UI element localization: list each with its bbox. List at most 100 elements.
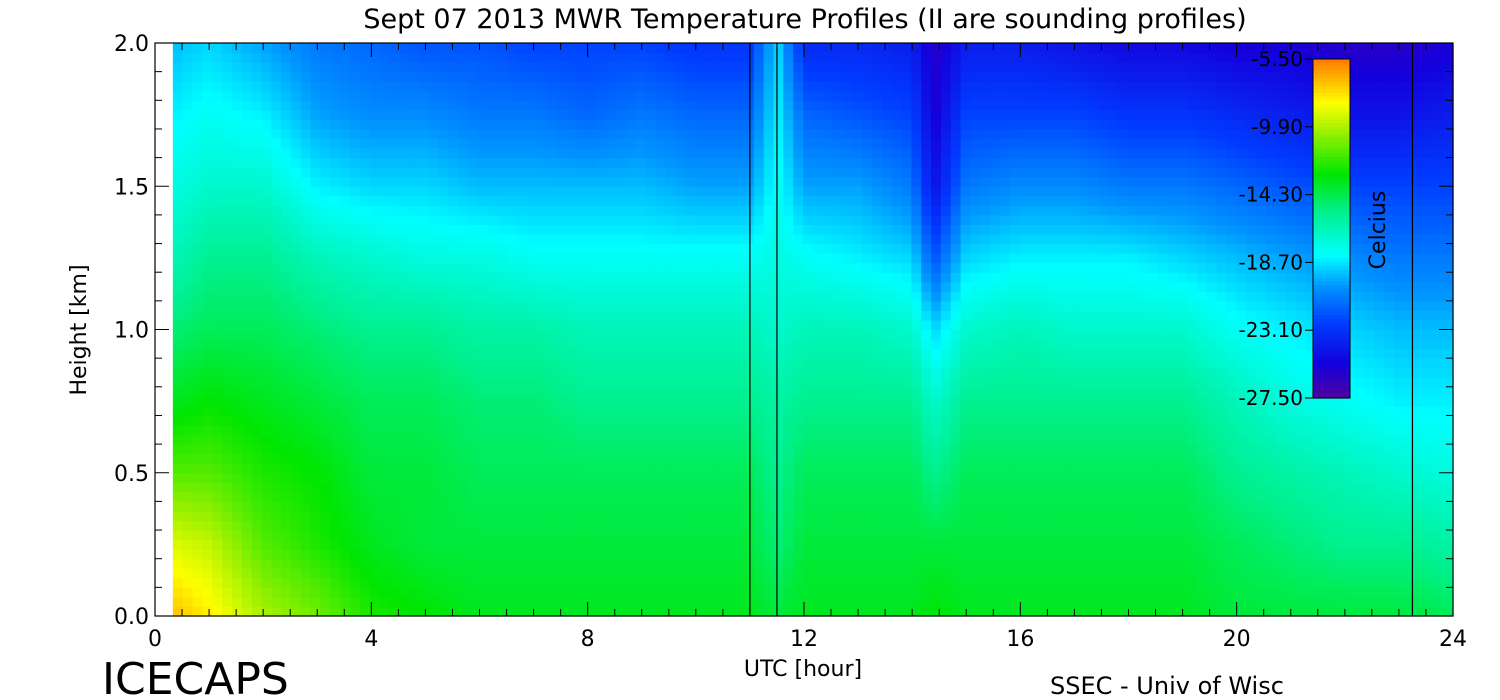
heatmap-cell: [753, 272, 765, 283]
heatmap-cell: [172, 348, 184, 359]
heatmap-cell: [202, 415, 213, 426]
heatmap-cell: [743, 71, 755, 82]
heatmap-cell: [655, 52, 666, 63]
heatmap-cell: [478, 405, 489, 417]
heatmap-cell: [931, 549, 942, 560]
heatmap-cell: [832, 482, 844, 493]
heatmap-cell: [615, 577, 627, 588]
heatmap-cell: [350, 272, 361, 283]
heatmap-cell: [202, 405, 213, 417]
heatmap-cell: [931, 62, 942, 73]
heatmap-cell: [547, 444, 558, 455]
heatmap-cell: [192, 539, 203, 550]
heatmap-cell: [842, 386, 853, 397]
heatmap-cell: [950, 319, 962, 331]
heatmap-cell: [428, 262, 440, 273]
heatmap-cell: [468, 234, 479, 245]
heatmap-cell: [822, 348, 834, 359]
heatmap-cell: [940, 539, 952, 550]
heatmap-cell: [389, 587, 400, 598]
heatmap-cell: [665, 472, 676, 483]
heatmap-cell: [891, 234, 903, 245]
heatmap-cell: [419, 243, 430, 254]
heatmap-cell: [566, 291, 578, 302]
heatmap-cell: [783, 596, 794, 608]
heatmap-cell: [675, 606, 686, 617]
heatmap-cell: [330, 234, 341, 245]
heatmap-cell: [842, 358, 853, 369]
heatmap-cell: [822, 520, 834, 531]
heatmap-cell: [409, 549, 420, 560]
heatmap-cell: [743, 281, 755, 292]
heatmap-cell: [261, 128, 272, 140]
heatmap-cell: [458, 501, 469, 512]
heatmap-cell: [950, 205, 962, 216]
heatmap-cell: [763, 510, 775, 522]
heatmap-cell: [212, 90, 223, 101]
heatmap-cell: [783, 128, 794, 140]
heatmap-cell: [970, 81, 981, 92]
heatmap-cell: [793, 109, 804, 120]
heatmap-cell: [842, 377, 853, 388]
heatmap-cell: [822, 577, 834, 588]
heatmap-cell: [881, 339, 893, 350]
heatmap-cell: [665, 568, 676, 579]
heatmap-cell: [921, 109, 932, 120]
heatmap-cell: [310, 281, 322, 292]
heatmap-cell: [537, 472, 548, 483]
heatmap-cell: [980, 425, 991, 436]
heatmap-cell: [763, 253, 775, 264]
heatmap-cell: [379, 138, 391, 149]
heatmap-cell: [596, 52, 607, 63]
heatmap-cell: [684, 234, 696, 245]
heatmap-cell: [852, 568, 863, 579]
heatmap-cell: [517, 195, 528, 206]
heatmap-cell: [379, 425, 391, 436]
heatmap-cell: [783, 530, 794, 541]
heatmap-cell: [724, 291, 735, 302]
heatmap-cell: [330, 596, 341, 608]
heatmap-cell: [300, 491, 312, 502]
heatmap-cell: [330, 291, 341, 302]
heatmap-cell: [665, 195, 676, 206]
heatmap-cell: [468, 195, 479, 206]
heatmap-cell: [340, 176, 351, 187]
heatmap-cell: [330, 310, 341, 321]
heatmap-cell: [231, 52, 243, 63]
heatmap-cell: [743, 214, 755, 226]
heatmap-cell: [655, 501, 666, 512]
heatmap-cell: [625, 434, 637, 445]
heatmap-cell: [271, 291, 282, 302]
heatmap-cell: [812, 71, 824, 82]
heatmap-cell: [940, 319, 952, 331]
heatmap-cell: [251, 138, 263, 149]
heatmap-cell: [645, 272, 656, 283]
heatmap-cell: [783, 606, 794, 617]
heatmap-cell: [586, 119, 597, 130]
heatmap-cell: [940, 425, 952, 436]
heatmap-cell: [911, 81, 922, 92]
heatmap-cell: [192, 348, 203, 359]
heatmap-cell: [852, 90, 863, 101]
heatmap-cell: [291, 52, 302, 63]
heatmap-cell: [606, 549, 617, 560]
heatmap-cell: [419, 43, 430, 54]
heatmap-cell: [300, 234, 312, 245]
heatmap-cell: [478, 348, 489, 359]
heatmap-cell: [458, 482, 469, 493]
heatmap-cell: [872, 606, 883, 617]
heatmap-cell: [842, 300, 853, 311]
heatmap-cell: [734, 377, 745, 388]
heatmap-cell: [202, 157, 213, 168]
heatmap-cell: [980, 405, 991, 417]
heatmap-cell: [468, 224, 479, 235]
heatmap-cell: [773, 90, 784, 101]
heatmap-cell: [763, 606, 775, 617]
heatmap-cell: [911, 568, 922, 579]
heatmap-cell: [606, 434, 617, 445]
heatmap-cell: [202, 281, 213, 292]
heatmap-cell: [832, 128, 844, 140]
heatmap-cell: [783, 520, 794, 531]
heatmap-cell: [635, 405, 647, 417]
heatmap-cell: [212, 549, 223, 560]
